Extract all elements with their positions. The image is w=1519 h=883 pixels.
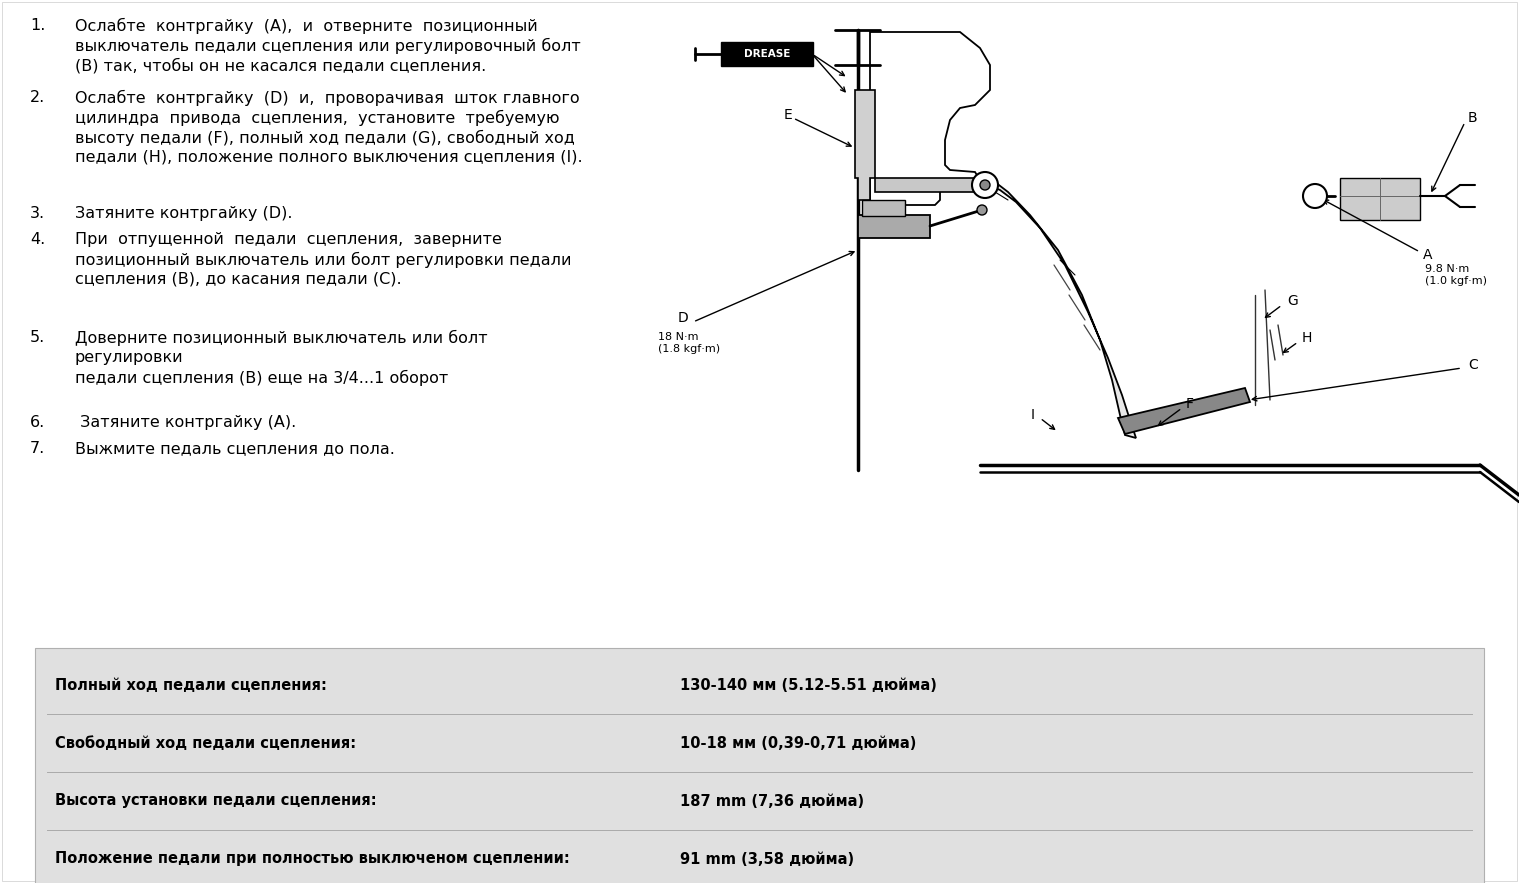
Polygon shape <box>1340 178 1420 220</box>
Text: H: H <box>1302 331 1312 345</box>
Text: При  отпущенной  педали  сцепления,  заверните: При отпущенной педали сцепления, заверни… <box>74 232 501 247</box>
Text: педали (Н), положение полного выключения сцепления (I).: педали (Н), положение полного выключения… <box>74 150 583 165</box>
Text: Затяните контргайку (D).: Затяните контргайку (D). <box>74 206 293 221</box>
Text: B: B <box>1467 111 1476 125</box>
FancyBboxPatch shape <box>35 648 1484 883</box>
Text: 3.: 3. <box>30 206 46 221</box>
Text: 4.: 4. <box>30 232 46 247</box>
Text: 5.: 5. <box>30 330 46 345</box>
Text: E: E <box>784 108 793 122</box>
Text: сцепления (В), до касания педали (С).: сцепления (В), до касания педали (С). <box>74 272 401 287</box>
Text: 91 mm (3,58 дюйма): 91 mm (3,58 дюйма) <box>681 851 854 866</box>
Text: Выжмите педаль сцепления до пола.: Выжмите педаль сцепления до пола. <box>74 441 395 456</box>
Circle shape <box>980 180 990 190</box>
Polygon shape <box>875 178 984 192</box>
Circle shape <box>972 172 998 198</box>
Text: 187 mm (7,36 дюйма): 187 mm (7,36 дюйма) <box>681 794 864 809</box>
Text: D: D <box>677 311 688 325</box>
Text: 6.: 6. <box>30 415 46 430</box>
Text: 1.: 1. <box>30 18 46 33</box>
Text: высоту педали (F), полный ход педали (G), свободный ход: высоту педали (F), полный ход педали (G)… <box>74 130 574 147</box>
Text: педали сцепления (В) еще на 3/4...1 оборот: педали сцепления (В) еще на 3/4...1 обор… <box>74 370 448 386</box>
Polygon shape <box>981 178 1136 438</box>
Text: DREASE: DREASE <box>744 49 790 59</box>
Text: 2.: 2. <box>30 90 46 105</box>
Text: 10-18 мм (0,39-0,71 дюйма): 10-18 мм (0,39-0,71 дюйма) <box>681 736 916 751</box>
Text: 130-140 мм (5.12-5.51 дюйма): 130-140 мм (5.12-5.51 дюйма) <box>681 677 937 692</box>
Text: Ослабте  контргайку  (А),  и  отверните  позиционный: Ослабте контргайку (А), и отверните пози… <box>74 18 538 34</box>
Text: G: G <box>1287 294 1297 308</box>
Text: Полный ход педали сцепления:: Полный ход педали сцепления: <box>55 677 327 692</box>
Text: Доверните позиционный выключатель или болт: Доверните позиционный выключатель или бо… <box>74 330 488 346</box>
Polygon shape <box>1118 388 1250 434</box>
Text: (В) так, чтобы он не касался педали сцепления.: (В) так, чтобы он не касался педали сцеп… <box>74 58 486 73</box>
Polygon shape <box>861 200 905 216</box>
Text: регулировки: регулировки <box>74 350 184 365</box>
Text: 18 N·m
(1.8 kgf·m): 18 N·m (1.8 kgf·m) <box>658 332 720 353</box>
Text: позиционный выключатель или болт регулировки педали: позиционный выключатель или болт регулир… <box>74 252 571 268</box>
Text: A: A <box>1423 248 1432 262</box>
Circle shape <box>977 205 987 215</box>
Text: Положение педали при полностью выключеном сцеплении:: Положение педали при полностью выключено… <box>55 851 570 866</box>
Text: выключатель педали сцепления или регулировочный болт: выключатель педали сцепления или регулир… <box>74 38 580 54</box>
Text: Высота установки педали сцепления:: Высота установки педали сцепления: <box>55 794 377 809</box>
Text: C: C <box>1467 358 1478 372</box>
Text: 9.8 N·m
(1.0 kgf·m): 9.8 N·m (1.0 kgf·m) <box>1425 264 1487 285</box>
Polygon shape <box>858 215 930 238</box>
Text: I: I <box>1031 408 1034 422</box>
Text: F: F <box>1186 397 1194 411</box>
Circle shape <box>1303 184 1328 208</box>
FancyBboxPatch shape <box>722 42 813 66</box>
Text: Затяните контргайку (А).: Затяните контргайку (А). <box>74 415 296 430</box>
Text: Свободный ход педали сцепления:: Свободный ход педали сцепления: <box>55 736 355 751</box>
Text: Ослабте  контргайку  (D)  и,  проворачивая  шток главного: Ослабте контргайку (D) и, проворачивая ш… <box>74 90 580 106</box>
Text: 7.: 7. <box>30 441 46 456</box>
Polygon shape <box>855 90 875 200</box>
Text: цилиндра  привода  сцепления,  установите  требуемую: цилиндра привода сцепления, установите т… <box>74 110 559 126</box>
